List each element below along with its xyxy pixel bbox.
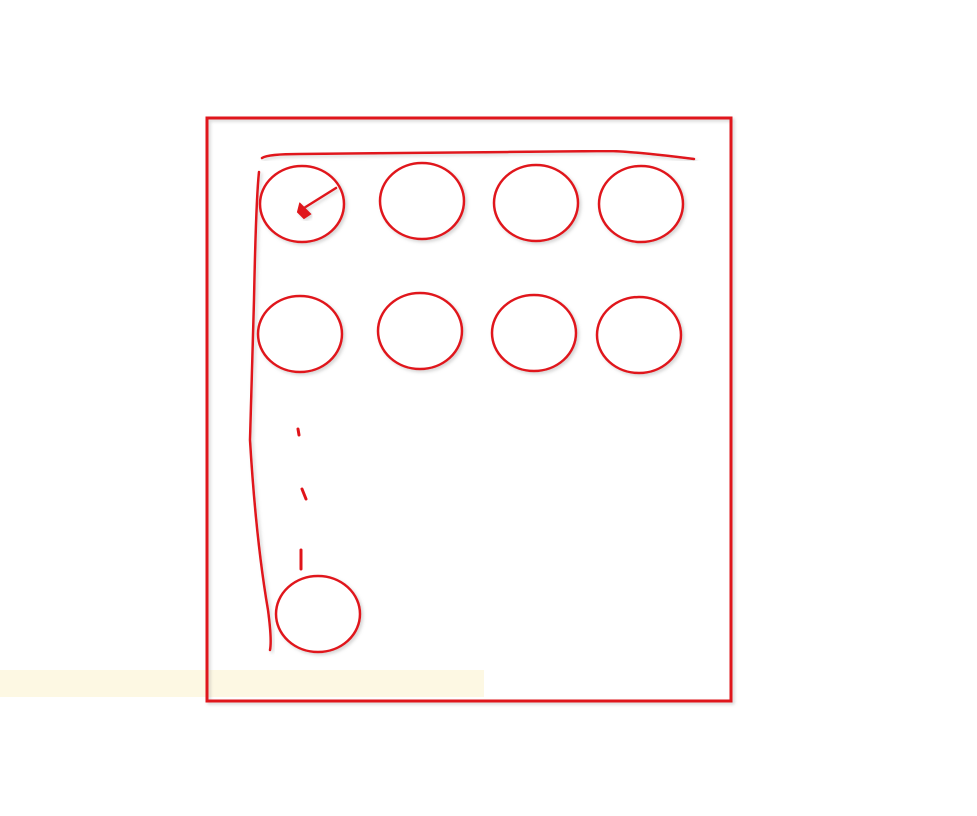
continuation-dot-1 [296, 427, 301, 437]
node-last-c1 [274, 574, 362, 654]
highlight-band [0, 670, 484, 697]
arrow-line [302, 186, 338, 210]
continuation-dot-2 [300, 487, 308, 501]
node-r1-c4 [597, 164, 685, 244]
node-r1-c1 [258, 164, 346, 244]
node-r2-c4 [595, 295, 683, 375]
nodes-group [256, 161, 685, 654]
node-r2-c2 [376, 291, 464, 371]
node-r2-c3 [490, 293, 578, 373]
left-brace [248, 170, 272, 652]
top-brace [260, 149, 696, 161]
node-r1-c2 [378, 161, 466, 241]
outer-frame [205, 116, 733, 703]
arrow-head [296, 202, 312, 220]
node-r1-c3 [492, 163, 580, 243]
node-r2-c1 [256, 294, 344, 374]
